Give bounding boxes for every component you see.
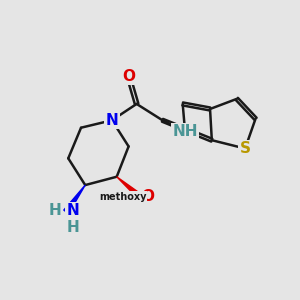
Text: NH: NH <box>172 124 198 139</box>
Text: S: S <box>240 141 250 156</box>
Text: O: O <box>142 189 155 204</box>
Text: H: H <box>66 220 79 235</box>
Text: methoxy: methoxy <box>100 192 147 202</box>
Polygon shape <box>64 185 85 214</box>
Text: N: N <box>106 113 118 128</box>
Polygon shape <box>117 177 144 200</box>
Text: O: O <box>122 69 135 84</box>
Text: N: N <box>66 203 79 218</box>
Text: H: H <box>49 203 61 218</box>
